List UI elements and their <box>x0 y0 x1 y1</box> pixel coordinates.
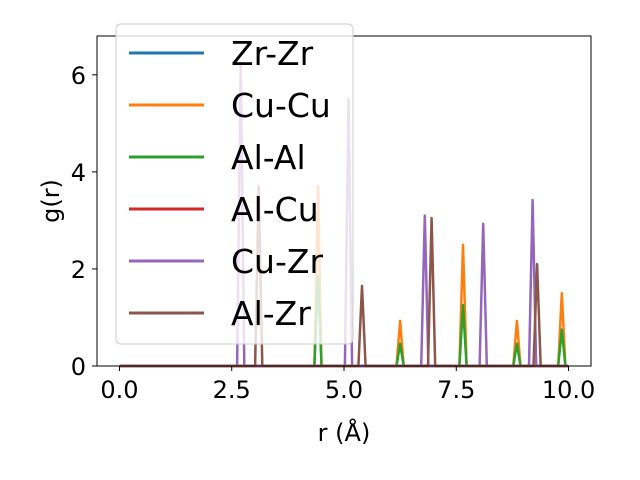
legend-label: Cu-Zr <box>231 242 323 281</box>
y-tick-label: 6 <box>71 62 86 90</box>
y-axis-label: g(r) <box>37 179 65 223</box>
x-tick-label: 2.5 <box>213 376 251 404</box>
x-tick-label: 5.0 <box>325 376 363 404</box>
y-axis-ticks: 0 2 4 6 <box>71 62 97 381</box>
legend-label: Zr-Zr <box>231 34 314 73</box>
y-tick-label: 2 <box>71 256 86 284</box>
y-tick-label: 0 <box>71 353 86 381</box>
legend-label: Al-Zr <box>231 294 311 333</box>
x-tick-label: 0.0 <box>100 376 138 404</box>
legend-label: Cu-Cu <box>231 86 331 125</box>
x-axis-label: r (Å) <box>318 418 371 447</box>
x-tick-label: 10.0 <box>542 376 595 404</box>
x-tick-label: 7.5 <box>437 376 475 404</box>
legend: Zr-Zr Cu-Cu Al-Al Al-Cu Cu-Zr Al-Zr <box>115 23 354 345</box>
x-axis-ticks: 0.0 2.5 5.0 7.5 10.0 <box>100 366 595 404</box>
y-tick-label: 4 <box>71 159 86 187</box>
legend-label: Al-Cu <box>231 190 319 229</box>
legend-label: Al-Al <box>231 138 306 177</box>
